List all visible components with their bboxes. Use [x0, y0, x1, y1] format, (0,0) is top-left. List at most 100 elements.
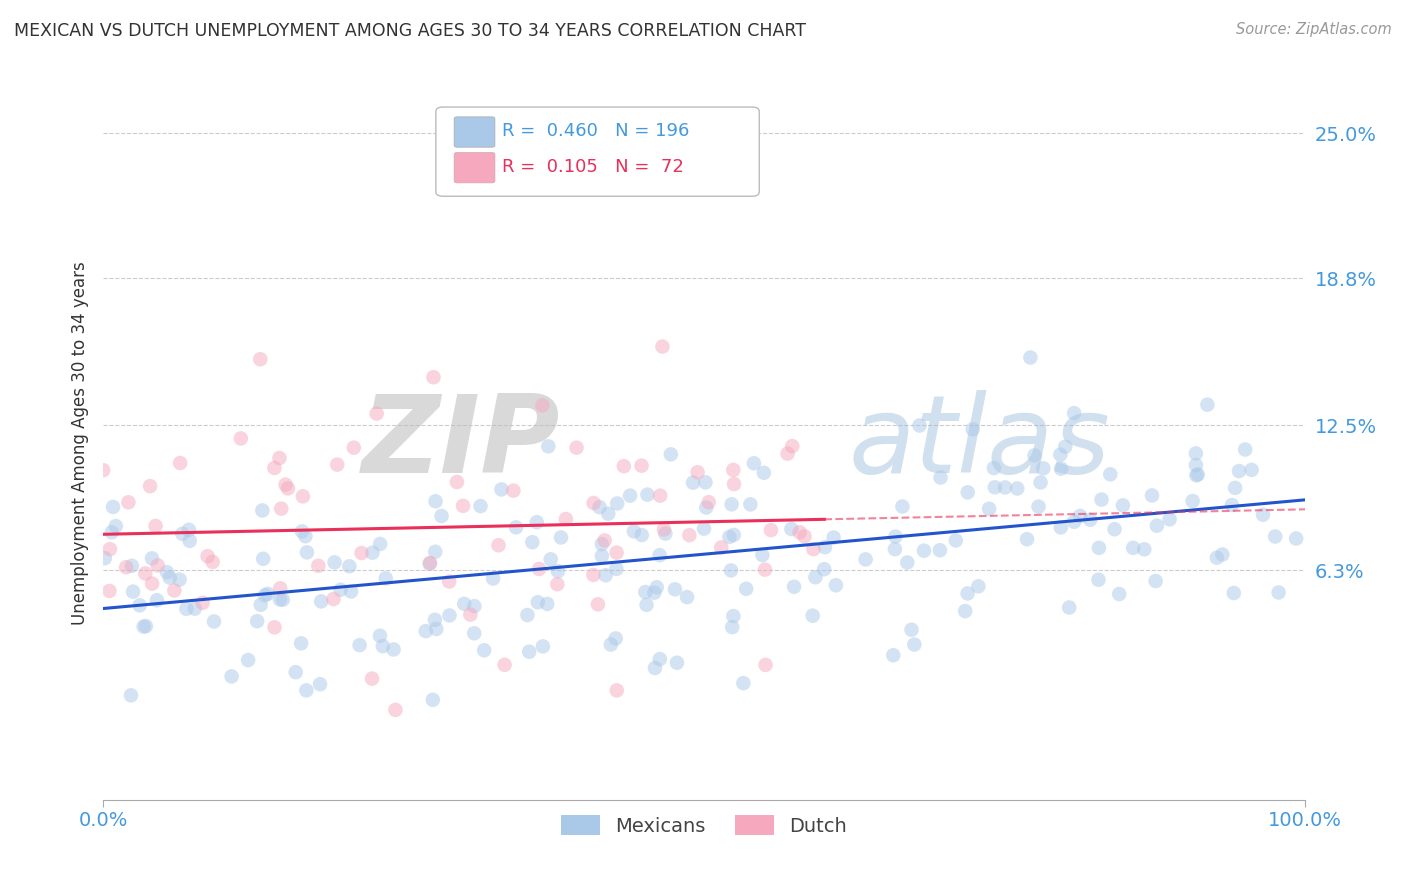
Point	[651, 340, 673, 354]
Point	[1211, 548, 1233, 562]
Point	[1223, 481, 1246, 495]
Point	[967, 579, 990, 593]
Point	[884, 529, 907, 543]
Point	[984, 480, 1007, 494]
Point	[139, 479, 162, 493]
Point	[98, 584, 121, 599]
Point	[1197, 398, 1219, 412]
Point	[350, 546, 373, 560]
Point	[415, 624, 437, 638]
Point	[536, 597, 558, 611]
Point	[1133, 542, 1156, 557]
Point	[550, 531, 572, 545]
Point	[1112, 499, 1135, 513]
Point	[269, 592, 291, 607]
Point	[733, 676, 755, 690]
Point	[1088, 541, 1111, 555]
Point	[1054, 440, 1077, 454]
Point	[100, 525, 122, 540]
Point	[270, 501, 292, 516]
Point	[141, 551, 163, 566]
Point	[599, 638, 621, 652]
Point	[460, 607, 482, 622]
Point	[120, 689, 142, 703]
Point	[1063, 406, 1085, 420]
Point	[710, 541, 733, 555]
Point	[565, 441, 588, 455]
Point	[718, 530, 741, 544]
Text: R =  0.105   N =  72: R = 0.105 N = 72	[502, 158, 683, 176]
Text: MEXICAN VS DUTCH UNEMPLOYMENT AMONG AGES 30 TO 34 YEARS CORRELATION CHART: MEXICAN VS DUTCH UNEMPLOYMENT AMONG AGES…	[14, 22, 806, 40]
Point	[253, 588, 276, 602]
Point	[735, 582, 758, 596]
Point	[384, 703, 406, 717]
Point	[249, 352, 271, 367]
Point	[91, 463, 114, 477]
Point	[1227, 464, 1250, 478]
Point	[269, 450, 291, 465]
Point	[591, 549, 613, 563]
Point	[1029, 475, 1052, 490]
Point	[309, 677, 332, 691]
Point	[1063, 515, 1085, 529]
Point	[908, 418, 931, 433]
Point	[184, 601, 207, 615]
Point	[554, 512, 576, 526]
Point	[994, 480, 1017, 494]
Point	[742, 456, 765, 470]
Point	[101, 500, 124, 514]
Point	[751, 548, 773, 562]
Point	[291, 524, 314, 539]
Legend: Mexicans, Dutch: Mexicans, Dutch	[553, 807, 855, 843]
Point	[361, 672, 384, 686]
Point	[1024, 449, 1046, 463]
Point	[593, 533, 616, 548]
Point	[1122, 541, 1144, 555]
Point	[249, 598, 271, 612]
Point	[505, 520, 527, 534]
Point	[754, 563, 776, 577]
Point	[494, 657, 516, 672]
Point	[1104, 522, 1126, 536]
Point	[643, 585, 665, 599]
Point	[197, 549, 219, 564]
Point	[446, 475, 468, 489]
Point	[169, 573, 191, 587]
Point	[928, 543, 950, 558]
Point	[605, 632, 627, 646]
Point	[146, 558, 169, 573]
Point	[955, 604, 977, 618]
Point	[789, 525, 811, 540]
Point	[648, 548, 671, 562]
Point	[368, 537, 391, 551]
Text: R =  0.460   N = 196: R = 0.460 N = 196	[502, 122, 689, 140]
Point	[537, 439, 560, 453]
Point	[122, 584, 145, 599]
Point	[1087, 573, 1109, 587]
Point	[1099, 467, 1122, 482]
Point	[491, 483, 513, 497]
Point	[695, 500, 717, 515]
Point	[472, 643, 495, 657]
Point	[1057, 600, 1080, 615]
Point	[1144, 574, 1167, 588]
Point	[659, 447, 682, 461]
Point	[723, 463, 745, 477]
Point	[977, 501, 1000, 516]
Text: ZIP: ZIP	[361, 390, 560, 496]
Point	[814, 540, 837, 554]
Point	[1220, 498, 1243, 512]
Point	[453, 597, 475, 611]
Point	[191, 596, 214, 610]
Point	[439, 608, 461, 623]
Point	[652, 523, 675, 537]
Point	[1049, 520, 1071, 534]
Point	[502, 483, 524, 498]
Point	[117, 495, 139, 509]
Point	[98, 542, 121, 557]
Point	[252, 551, 274, 566]
Point	[526, 595, 548, 609]
Point	[422, 370, 444, 384]
Point	[903, 638, 925, 652]
Point	[793, 529, 815, 543]
